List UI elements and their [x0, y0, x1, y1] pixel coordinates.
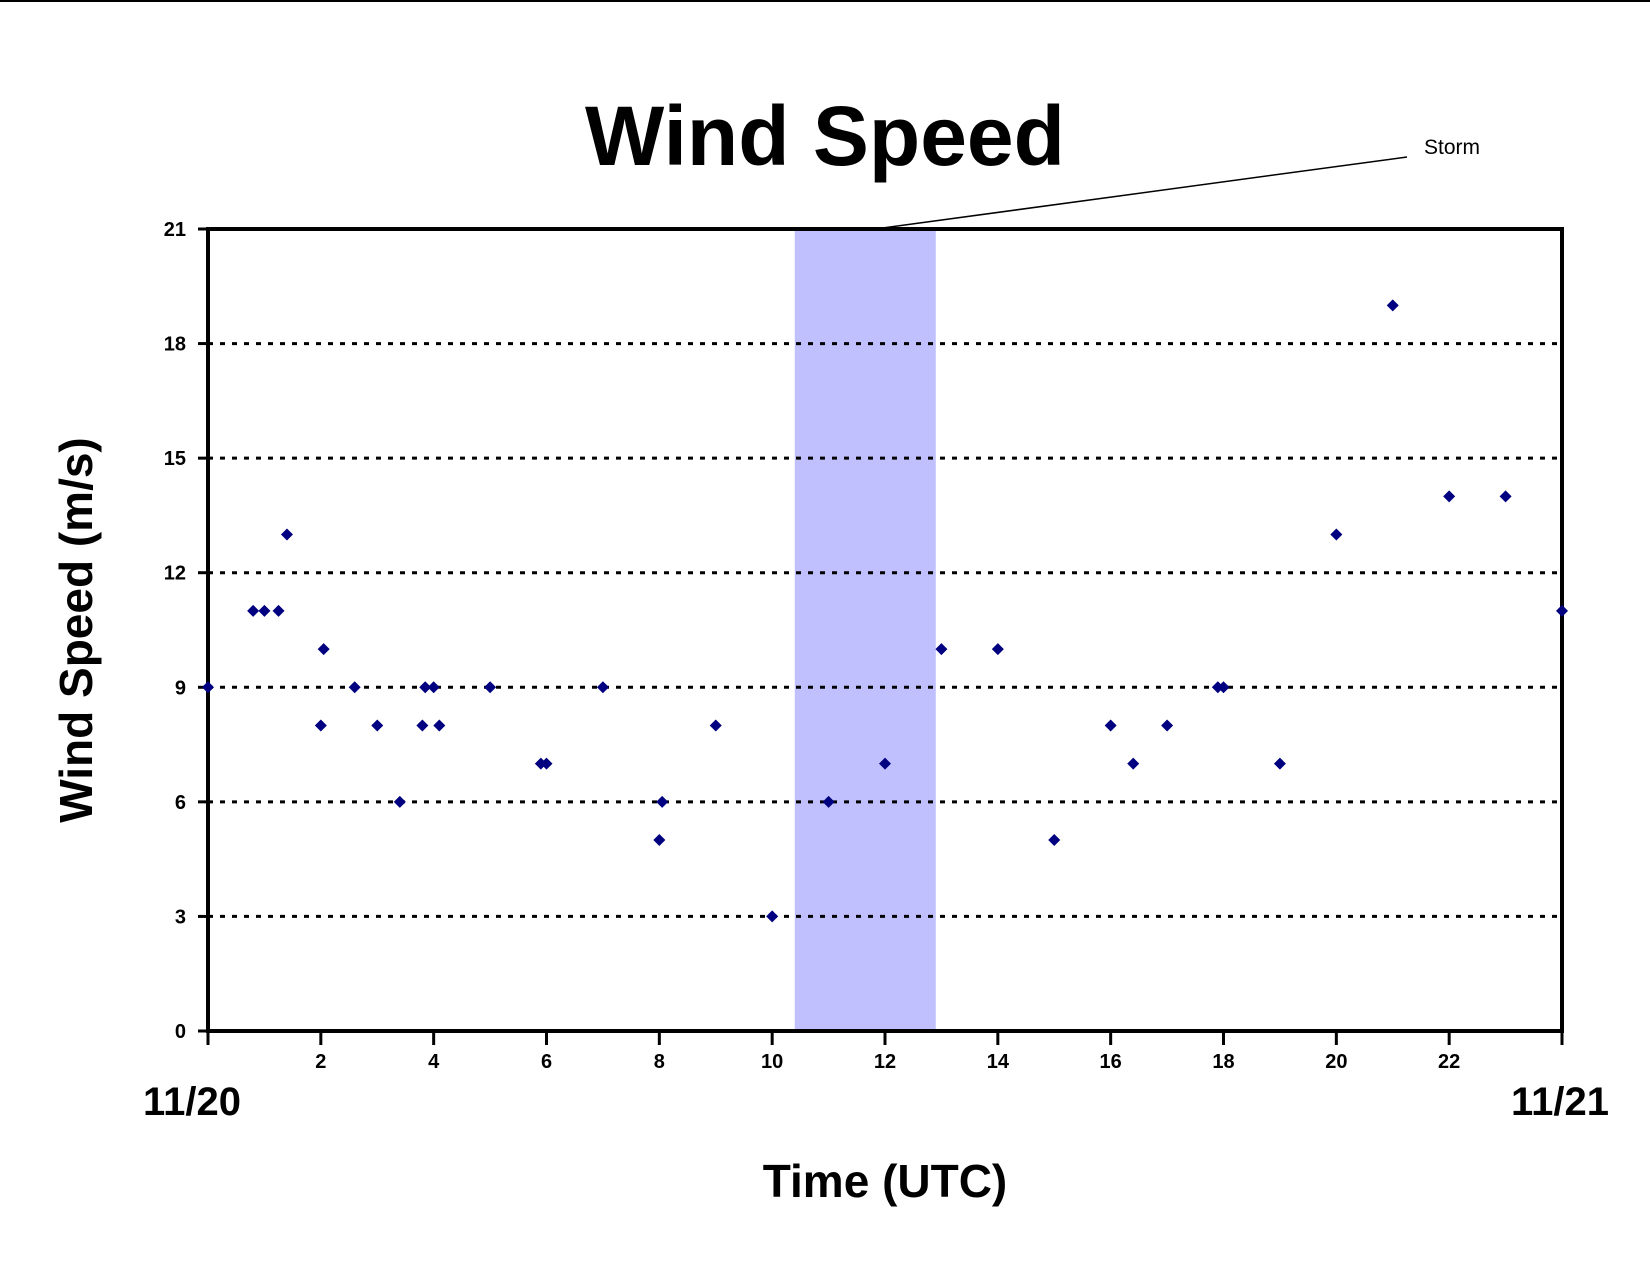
data-point — [1104, 719, 1117, 732]
y-tick-label: 6 — [175, 792, 186, 814]
start-date-label: 11/20 — [143, 1080, 241, 1124]
data-point — [258, 604, 271, 617]
data-point — [393, 795, 406, 808]
y-tick-label: 0 — [175, 1021, 186, 1043]
y-tick-label: 9 — [175, 677, 186, 699]
data-point — [822, 795, 835, 808]
data-point — [540, 757, 553, 770]
data-point — [1556, 604, 1568, 617]
data-point — [280, 528, 293, 541]
storm-region — [794, 229, 936, 1031]
data-point — [314, 719, 327, 732]
data-point — [1127, 757, 1140, 770]
x-tick-label: 20 — [1325, 1051, 1347, 1073]
y-axis-title: Wind Speed (m/s) — [50, 437, 102, 823]
data-point — [1330, 528, 1343, 541]
x-tick-label: 8 — [654, 1051, 665, 1073]
data-point — [656, 795, 669, 808]
storm-callout-line — [875, 156, 1408, 230]
data-point — [484, 681, 497, 694]
data-point — [202, 681, 214, 694]
data-point — [1386, 299, 1399, 312]
x-tick-label: 16 — [1100, 1051, 1122, 1073]
y-tick-label: 18 — [164, 334, 186, 356]
x-axis-title: Time (UTC) — [763, 1155, 1008, 1207]
x-tick-label: 10 — [761, 1051, 783, 1073]
data-point — [709, 719, 722, 732]
data-point — [427, 681, 440, 694]
y-tick-label: 3 — [175, 906, 186, 928]
data-point — [433, 719, 446, 732]
data-point — [416, 719, 429, 732]
data-point — [766, 910, 779, 923]
data-point — [1443, 490, 1456, 503]
y-tick-label: 15 — [164, 448, 186, 470]
y-tick-label: 12 — [164, 563, 186, 585]
y-axis-ticks: 0 3 6 9 12 15 18 21 — [164, 219, 208, 1043]
data-point — [653, 834, 666, 847]
data-point — [1273, 757, 1286, 770]
x-tick-label: 18 — [1212, 1051, 1234, 1073]
x-tick-label: 6 — [541, 1051, 552, 1073]
data-point — [317, 643, 330, 656]
data-point — [371, 719, 384, 732]
x-tick-label: 2 — [315, 1051, 326, 1073]
x-axis-ticks: 2 4 6 8 10 12 14 16 18 20 22 — [206, 1031, 1564, 1073]
storm-annotation: Storm — [875, 136, 1480, 230]
data-point — [935, 643, 948, 656]
end-date-label: 11/21 — [1511, 1080, 1609, 1124]
data-point — [419, 681, 432, 694]
data-point — [991, 643, 1004, 656]
x-tick-label: 4 — [428, 1051, 440, 1073]
data-point — [1048, 834, 1061, 847]
data-point — [348, 681, 361, 694]
chart-title: Wind Speed — [585, 89, 1065, 183]
data-point — [596, 681, 609, 694]
data-point — [1499, 490, 1512, 503]
gridlines — [208, 342, 1562, 918]
data-points — [202, 299, 1568, 923]
data-point — [272, 604, 285, 617]
shaded-region-layer — [794, 229, 936, 1031]
x-tick-label: 12 — [874, 1051, 896, 1073]
x-tick-label: 14 — [987, 1051, 1010, 1073]
data-point — [1217, 681, 1230, 694]
x-tick-label: 22 — [1438, 1051, 1460, 1073]
storm-label: Storm — [1424, 136, 1480, 159]
data-point — [1161, 719, 1174, 732]
data-point — [879, 757, 891, 770]
data-point — [247, 604, 260, 617]
y-tick-label: 21 — [164, 219, 186, 241]
